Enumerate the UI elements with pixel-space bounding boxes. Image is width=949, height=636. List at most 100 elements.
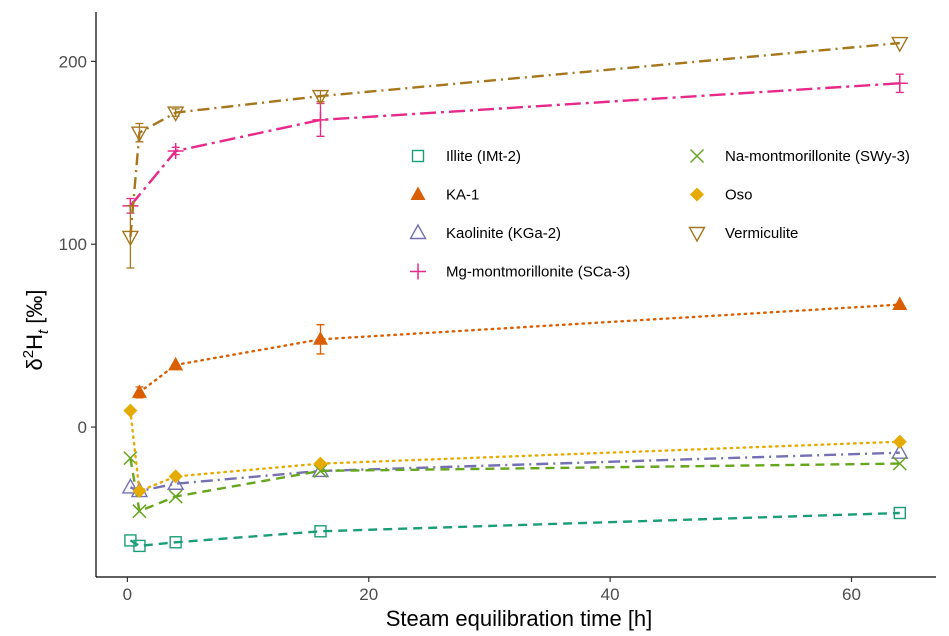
legend-item-4: Na-montmorillonite (SWy-3) [689,148,910,165]
legend-item-1: KA-1 [410,186,479,204]
series-vermiculite-line [129,41,900,238]
legend-item-4-key [689,148,705,164]
series-illite-imt-2-point-1-shape [133,539,146,553]
series-ka-1-line [138,303,901,394]
series-vermiculite-point-1 [130,126,149,143]
legend-item-3: Mg-montmorillonite (SCa-3) [410,263,630,281]
series-mg-montmorillonite-sca-3-point-3-shape [891,75,908,92]
series-ka-1-point-2-shape [312,331,328,345]
series-kaolinite-kga-2-point-4 [891,443,909,459]
series-vermiculite-point-0 [121,230,140,247]
legend-item-2-key [409,223,427,240]
series-illite-imt-2-point-4 [893,506,906,520]
legend: Illite (IMt-2) KA-1 Kaolinite (KGa-2) Mg-mo… [409,148,910,281]
legend-item-3-key [410,263,426,280]
series-illite-imt-2-point-4-shape [893,506,906,520]
x-tick-label-40: 40 [601,585,620,604]
series-illite-imt-2 [124,506,906,553]
series-oso-line [129,409,901,493]
series-na-montmorillonite-swy-3 [123,451,907,519]
legend-item-5-key [690,187,704,202]
legend-item-2-key-shape [409,223,427,240]
series-mg-montmorillonite-sca-3-point-2 [312,111,329,128]
legend-item-5-label: Oso [725,187,753,204]
series-na-montmorillonite-swy-3-point-4-shape [892,456,907,471]
series-illite-imt-2-point-3-shape [314,525,327,538]
series-oso-point-0 [123,403,138,418]
series-na-montmorillonite-swy-3-point-3 [313,463,328,478]
series-illite-imt-2-point-2-shape [169,536,182,549]
legend-item-0: Illite (IMt-2) [411,148,521,165]
series-mg-montmorillonite-sca-3-point-3 [891,75,908,92]
axes-layer: 0 20 40 60 0 100 200 [59,12,936,604]
series-na-montmorillonite-swy-3-line [129,457,900,513]
series-vermiculite-point-4-shape [891,36,909,53]
legend-item-1-label: KA-1 [446,187,479,204]
series-mg-montmorillonite-sca-3 [122,73,908,214]
x-axis-title: Steam equilibration time [h] [386,606,653,631]
series-vermiculite [121,36,909,269]
series-oso-point-4-shape [892,434,907,449]
series-vermiculite-point-3 [311,89,330,106]
series-na-montmorillonite-swy-3-point-0-shape [123,451,138,466]
y-title-unit: [‰] [22,290,47,330]
legend-item-4-label: Na-montmorillonite (SWy-3) [725,148,910,165]
series-vermiculite-point-2-shape [166,106,185,123]
series-kaolinite-kga-2-point-0-shape [121,477,140,494]
series-oso-point-0-shape [123,403,138,418]
series-vermiculite-point-3-shape [311,89,330,106]
series-ka-1-point-1-shape [168,356,184,371]
series-na-montmorillonite-swy-3-point-0 [123,451,138,466]
series-ka-1 [131,296,908,399]
y-title-h: H [22,334,47,350]
legend-item-6-key-shape [688,226,706,243]
legend-item-5: Oso [690,187,753,204]
series-na-montmorillonite-swy-3-point-1 [132,504,147,519]
legend-item-0-key [411,149,425,163]
y-title-sup: 2 [20,350,37,358]
series-vermiculite-point-0-shape [121,230,140,247]
series-illite-imt-2-point-1 [133,539,146,553]
legend-item-4-key-shape [689,148,705,164]
series-oso-point-3 [313,456,328,471]
series-mg-montmorillonite-sca-3-point-1-shape [167,142,184,159]
series-oso-point-2-shape [168,469,183,484]
series-mg-montmorillonite-sca-3-point-2-shape [312,111,329,128]
series-vermiculite-point-1-shape [130,126,149,143]
series-illite-imt-2-point-3 [314,525,327,538]
y-axis-title: δ2Ht [‰] [20,290,52,371]
legend-item-1-key-shape [410,186,426,200]
series-oso-point-1 [132,484,147,499]
series-ka-1-point-2 [312,331,328,345]
series-mg-montmorillonite-sca-3-point-1 [167,142,184,159]
series-kaolinite-kga-2-point-2-shape [166,474,185,490]
x-tick-label-60: 60 [842,585,861,604]
series-na-montmorillonite-swy-3-point-4 [892,456,907,471]
series-illite-imt-2-line [129,511,900,548]
series-na-montmorillonite-swy-3-point-2-shape [168,489,183,504]
series-na-montmorillonite-swy-3-point-2 [168,489,183,504]
legend-item-3-label: Mg-montmorillonite (SCa-3) [446,264,630,281]
series-ka-1-point-3-shape [892,296,908,311]
series-illite-imt-2-point-2 [169,536,182,549]
series-ka-1-point-0 [131,384,147,398]
x-tick-label-0: 0 [123,585,132,604]
y-tick-label-100: 100 [59,235,87,254]
y-tick-label-0: 0 [78,418,87,437]
series-ka-1-point-1 [168,356,184,371]
legend-item-2-label: Kaolinite (KGa-2) [446,225,561,242]
series-na-montmorillonite-swy-3-point-3-shape [313,463,328,478]
y-title-sub: t [35,329,52,334]
series-kaolinite-kga-2-point-0 [121,477,140,494]
series-mg-montmorillonite-sca-3-line [129,82,900,207]
series-kaolinite-kga-2 [121,443,909,498]
series-na-montmorillonite-swy-3-point-1-shape [132,504,147,519]
series-kaolinite-kga-2-point-2 [166,474,185,490]
series-oso-point-4 [892,434,907,449]
series-vermiculite-errorbar-0 [126,205,135,269]
series-oso-point-3-shape [313,456,328,471]
legend-item-5-key-shape [690,187,704,202]
legend-item-1-key [410,186,426,200]
series-oso [123,403,907,499]
